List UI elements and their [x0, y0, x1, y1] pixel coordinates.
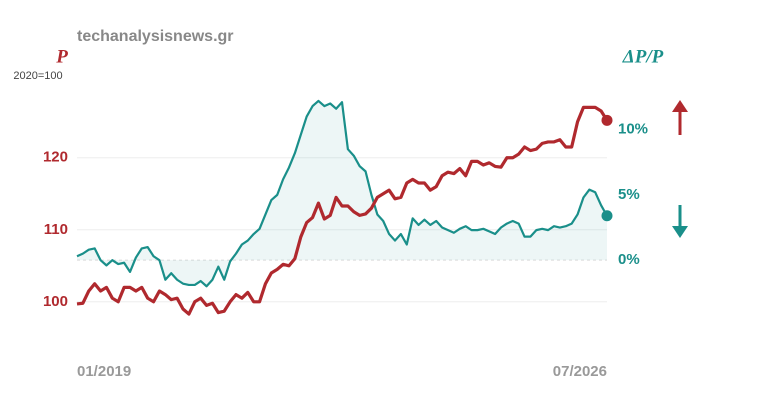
area: [77, 100, 607, 287]
y-tick-label: 120: [43, 149, 68, 166]
y-axis-unit: 2020=100: [13, 70, 62, 82]
end-marker: [601, 210, 613, 222]
y-tick-label: 100: [43, 293, 68, 310]
down-arrow: [672, 205, 688, 238]
y2-tick-label: 5%: [618, 186, 640, 203]
line: [76, 99, 608, 288]
source: techanalysisnews.gr: [77, 28, 234, 45]
y-tick-label: 110: [44, 221, 68, 238]
line: [76, 105, 609, 316]
end-marker: [601, 114, 613, 126]
y2-axis-label: ΔP/P: [622, 46, 664, 67]
x-tick-label: 01/2019: [77, 363, 131, 380]
y2-tick-label: 0%: [618, 251, 640, 268]
y2-tick-label: 10%: [618, 121, 648, 138]
up-arrow: [672, 100, 688, 135]
x-tick-label: 07/2026: [553, 363, 607, 380]
y-axis-label: P: [55, 46, 68, 67]
